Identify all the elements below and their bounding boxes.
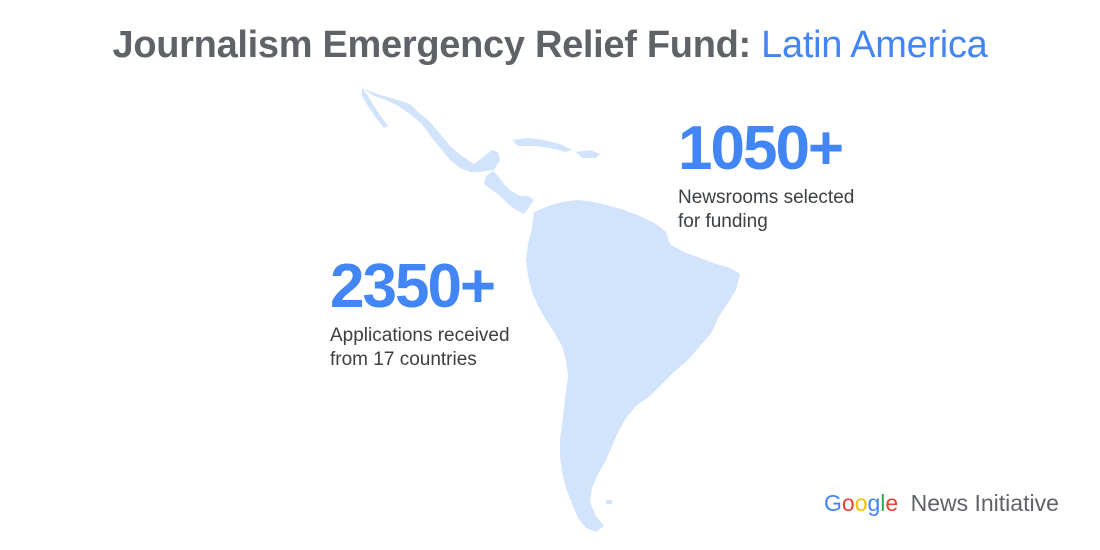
news-initiative-text: News Initiative [910,490,1059,516]
google-letter: o [841,490,855,516]
stat-newsrooms-caption: Newsrooms selected for funding [678,186,854,234]
google-letter: g [867,490,881,516]
stat-applications: 2350+ Applications received from 17 coun… [330,256,510,372]
stat-applications-caption: Applications received from 17 countries [330,324,510,372]
google-wordmark: Google [824,490,905,516]
hispaniola-shape [576,150,600,158]
stat-applications-value: 2350+ [330,252,496,321]
google-letter: G [824,490,842,516]
stat-applications-caption-line2: from 17 countries [330,349,477,370]
google-news-initiative-logo: Google News Initiative [824,490,1059,517]
south-america-shape [526,200,740,532]
stat-newsrooms: 1050+ Newsrooms selected for funding [678,118,854,234]
google-letter: o [854,490,868,516]
title-main: Journalism Emergency Relief Fund: [112,24,752,66]
stat-applications-caption-line1: Applications received [330,325,510,346]
stat-newsrooms-caption-line2: for funding [678,211,768,232]
baja-peninsula-shape [362,88,388,128]
stat-newsrooms-value: 1050+ [678,114,844,183]
falklands-dot [606,500,612,504]
page-title: Journalism Emergency Relief Fund: Latin … [0,24,1100,67]
title-accent: Latin America [761,24,988,66]
google-letter: e [885,490,899,516]
stat-newsrooms-caption-line1: Newsrooms selected [678,187,855,208]
google-letter: l [880,490,886,516]
mexico-central-america-shape [362,88,534,214]
cuba-shape [512,138,572,152]
